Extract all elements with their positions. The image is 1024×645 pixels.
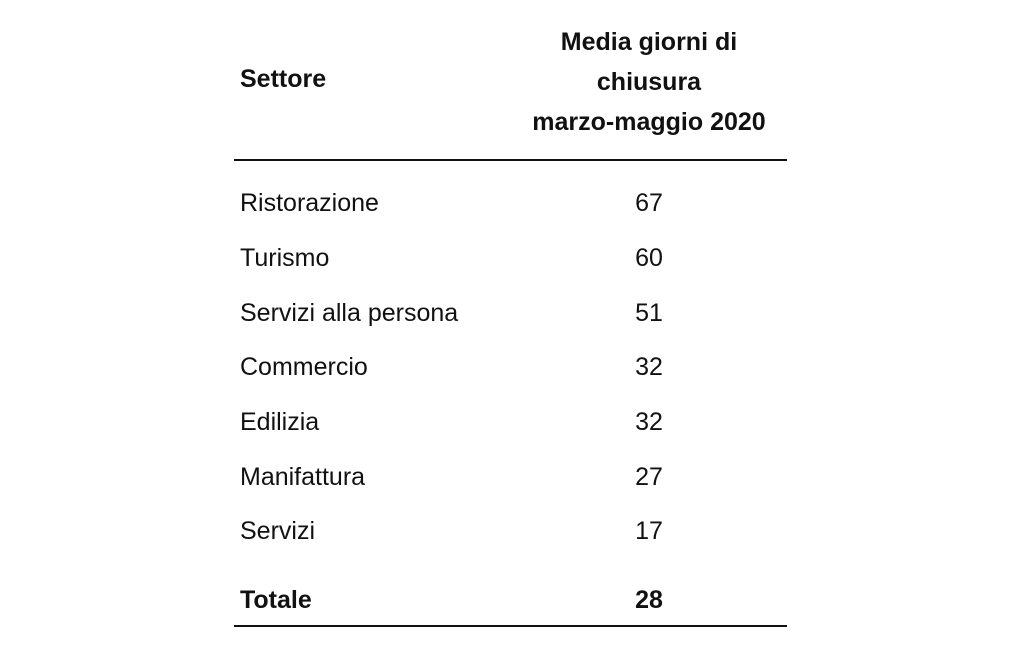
row-label: Turismo [240,244,330,272]
header-value-line-2: chiusura [596,68,702,96]
table-row: Ristorazione 67 [234,183,787,223]
row-label: Commercio [240,353,368,381]
table-row: Servizi alla persona 51 [234,293,787,333]
header-average-closure-days: Media giorni di chiusura marzo-maggio 20… [514,22,784,142]
header-divider [234,159,787,161]
row-label: Servizi [240,517,316,545]
row-value: 51 [635,299,663,327]
row-label: Ristorazione [240,189,379,217]
row-value: 67 [635,189,663,217]
table-row: Commercio 32 [234,347,787,387]
total-value: 28 [635,586,663,614]
closure-days-table: Settore Media giorni di chiusura marzo-m… [234,0,787,645]
row-value: 17 [635,517,663,545]
table-row: Manifattura 27 [234,457,787,497]
row-label: Manifattura [240,463,366,491]
table-row: Turismo 60 [234,238,787,278]
row-label: Edilizia [240,408,320,436]
row-label: Servizi alla persona [240,299,459,327]
row-value: 32 [635,408,663,436]
total-label: Totale [240,586,312,614]
row-value: 27 [635,463,663,491]
row-value: 60 [635,244,663,272]
header-value-line-3: marzo-maggio 2020 [532,108,766,136]
header-sector: Settore [240,65,327,93]
row-value: 32 [635,353,663,381]
table-row: Servizi 17 [234,511,787,551]
table-row-total: Totale 28 [234,580,787,620]
bottom-divider [234,625,787,627]
table-row: Edilizia 32 [234,402,787,442]
header-value-line-1: Media giorni di [560,28,738,56]
